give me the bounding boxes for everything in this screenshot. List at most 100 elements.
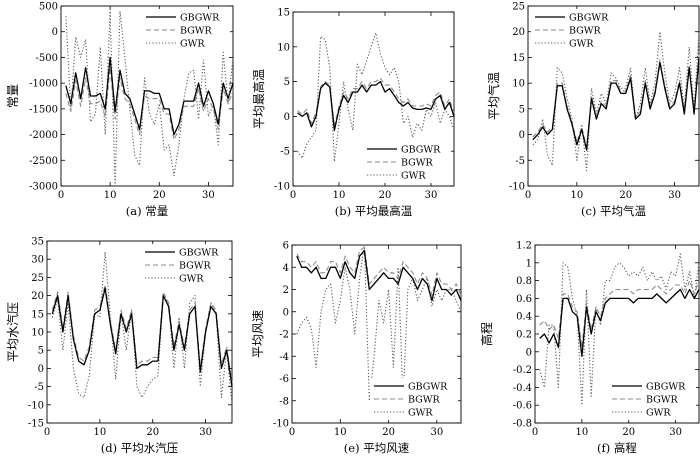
y-tick-label: -500 — [36, 53, 58, 64]
y-tick-label: 4 — [283, 263, 289, 274]
y-tick-label: 1 — [526, 258, 532, 269]
chart-panel-d: 0 10 20 30 -15 -10 -5 0 5 10 15 20 25 30 35 平均水汽压 (d) 平均… — [5, 237, 233, 455]
y-tick-label: -8 — [279, 396, 289, 407]
y-axis-label: 平均最高温 — [251, 69, 266, 129]
y-tick-label: 5 — [519, 104, 525, 115]
y-tick-label: -2000 — [29, 130, 58, 141]
y-tick-label: -2 — [279, 330, 289, 341]
legend-label-gbgwr: GBGWR — [646, 382, 686, 393]
legend-label-gwr: GWR — [179, 274, 204, 285]
legend: GBGWR BGWR GWR — [142, 9, 230, 51]
legend: GBGWR BGWR GWR — [363, 141, 451, 183]
x-tick-label: 0 — [58, 190, 64, 201]
x-tick-label: 20 — [382, 427, 395, 438]
y-tick-label: -1500 — [29, 104, 58, 115]
y-tick-label: 30 — [31, 255, 44, 266]
series-line-gbgwr — [51, 287, 233, 387]
x-tick-label: 30 — [668, 190, 681, 201]
legend-label-gwr: GWR — [401, 171, 426, 182]
series-line-bgwr — [532, 54, 700, 148]
legend-label-gbgwr: GBGWR — [569, 13, 609, 24]
y-tick-label: 35 — [31, 237, 44, 248]
y-tick-label: 5 — [38, 346, 44, 357]
legend-label-bgwr: BGWR — [646, 395, 679, 406]
y-tick-label: 0.2 — [516, 330, 532, 341]
y-tick-label: -10 — [274, 182, 290, 193]
y-axis-label: 平均气温 — [486, 72, 501, 120]
chart-caption: (c) 平均气温 — [581, 204, 647, 218]
x-tick-label: 20 — [153, 190, 166, 201]
plot-frame — [292, 11, 455, 187]
series-line-gwr — [297, 32, 455, 163]
y-tick-label: -0.4 — [513, 383, 532, 394]
legend-label-gbgwr: GBGWR — [180, 13, 220, 24]
y-tick-label: -0.8 — [513, 419, 532, 430]
y-tick-label: 0.6 — [516, 294, 532, 305]
y-tick-label: -0.6 — [513, 401, 532, 412]
y-tick-label: 15 — [277, 8, 290, 19]
series-line-gbgwr — [65, 56, 234, 136]
legend-label-bgwr: BGWR — [408, 395, 441, 406]
x-tick-label: 10 — [575, 427, 588, 438]
x-tick-label: 0 — [44, 427, 50, 438]
series-line-gbgwr — [539, 288, 700, 357]
chart-caption: (d) 平均水汽压 — [101, 441, 179, 455]
y-tick-label: 6 — [283, 241, 289, 252]
y-tick-label: 25 — [512, 2, 525, 13]
y-tick-label: 0 — [526, 347, 532, 358]
chart-panel-c: 0 10 20 30 -10 -5 0 5 10 15 20 25 平均气温 (c) 平均气温 GBGWR B… — [486, 2, 700, 218]
y-tick-label: 15 — [512, 53, 525, 64]
legend-label-bgwr: BGWR — [179, 261, 212, 272]
chart-caption: (e) 平均风速 — [344, 441, 410, 455]
chart-caption: (b) 平均最高温 — [335, 204, 413, 218]
chart-panel-b: 0 10 20 30 -10 -5 0 5 10 15 平均最高温 (b) 平均最高温 GBGWR BGW… — [251, 8, 455, 218]
y-tick-label: -5 — [515, 156, 525, 167]
y-axis-label: 平均水汽压 — [5, 302, 20, 362]
chart-caption: (f) 高程 — [597, 441, 637, 455]
chart-caption: (a) 常量 — [126, 204, 169, 218]
series-line-gbgwr — [532, 57, 700, 151]
y-tick-label: -4 — [279, 352, 289, 363]
legend-label-bgwr: BGWR — [401, 158, 434, 169]
x-tick-label: 20 — [379, 190, 392, 201]
series-line-gbgwr — [297, 80, 455, 131]
y-tick-label: 10 — [512, 79, 525, 90]
y-tick-label: 20 — [31, 291, 44, 302]
y-tick-label: -2500 — [29, 156, 58, 167]
x-tick-label: 30 — [669, 427, 682, 438]
y-axis-label: 常量 — [6, 84, 20, 108]
x-tick-label: 20 — [622, 427, 635, 438]
y-tick-label: -5 — [280, 147, 290, 158]
legend-label-gwr: GWR — [569, 39, 594, 50]
plot-frame — [527, 5, 700, 187]
legend-label-gwr: GWR — [180, 39, 205, 50]
y-tick-label: 0 — [38, 364, 44, 375]
legend-label-bgwr: BGWR — [569, 26, 602, 37]
chart-panel-e: 0 10 20 30 -10 -8 -6 -4 -2 0 2 4 6 平均风速 (e) 平均风速 GBGWR B… — [251, 241, 462, 455]
series-line-gbgwr — [296, 249, 462, 302]
y-tick-label: 10 — [277, 42, 290, 53]
y-tick-label: 15 — [31, 309, 44, 320]
x-tick-label: 10 — [334, 427, 347, 438]
y-tick-label: -6 — [279, 374, 289, 385]
x-tick-label: 0 — [525, 190, 531, 201]
legend: GBGWR BGWR GWR — [608, 378, 696, 420]
y-tick-label: -15 — [28, 419, 44, 430]
legend: GBGWR BGWR GWR — [531, 9, 619, 51]
x-tick-label: 30 — [430, 427, 443, 438]
y-tick-label: -5 — [34, 382, 44, 393]
x-tick-label: 10 — [570, 190, 583, 201]
y-tick-label: 0 — [519, 130, 525, 141]
x-tick-label: 20 — [146, 427, 159, 438]
x-tick-label: 30 — [199, 427, 212, 438]
legend-label-gwr: GWR — [646, 408, 671, 419]
y-tick-label: 1.2 — [516, 241, 532, 252]
y-tick-label: 20 — [512, 27, 525, 38]
x-tick-label: 10 — [93, 427, 106, 438]
y-axis-label: 平均风速 — [251, 310, 265, 358]
x-tick-label: 30 — [202, 190, 215, 201]
series-line-bgwr — [297, 77, 455, 128]
series-line-bgwr — [296, 246, 462, 296]
y-tick-label: -10 — [28, 400, 44, 411]
x-tick-label: 0 — [290, 190, 296, 201]
